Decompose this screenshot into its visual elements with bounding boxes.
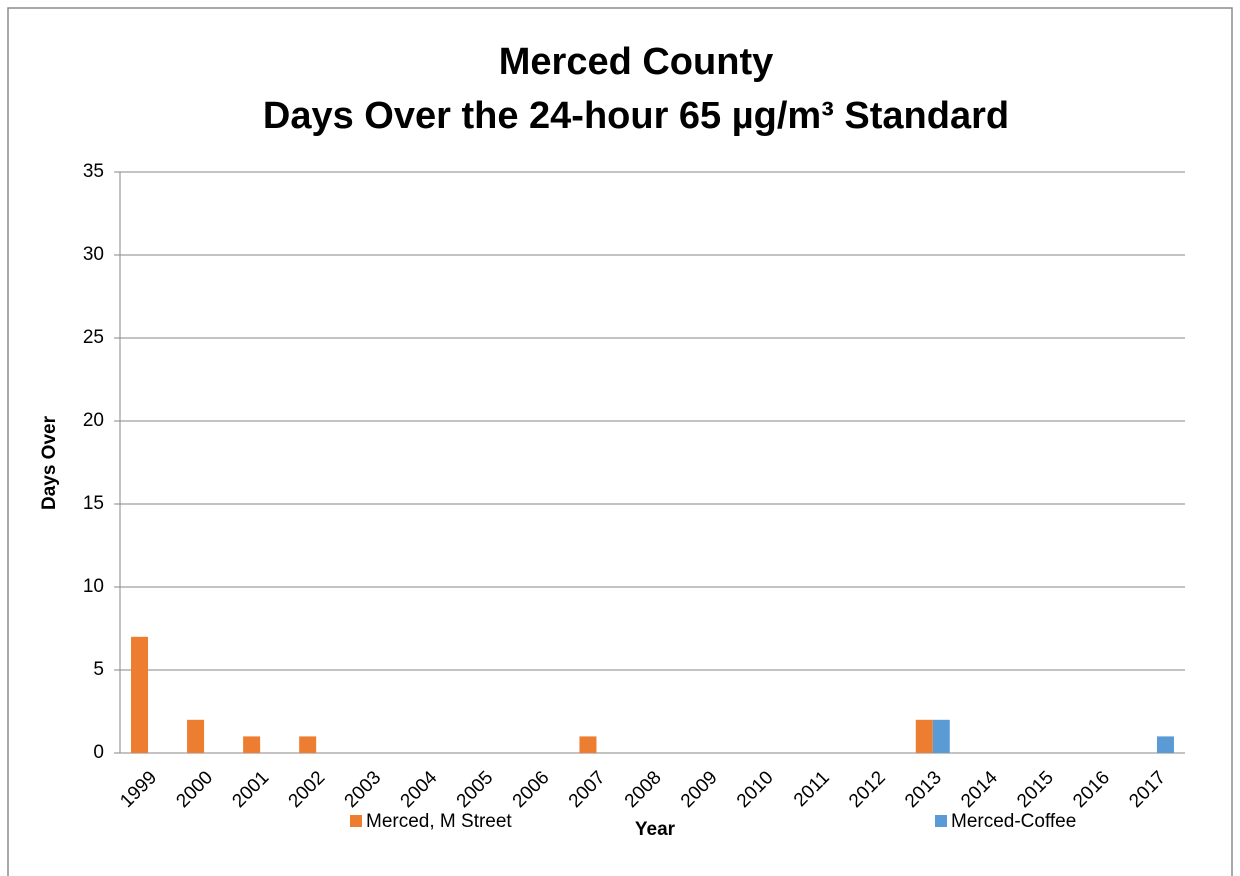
- legend-swatch: [935, 815, 947, 827]
- bar: [299, 736, 317, 753]
- x-tick-label: 2005: [453, 767, 498, 812]
- legend-swatch: [350, 815, 362, 827]
- x-tick-label: 2016: [1069, 767, 1114, 812]
- y-tick-label: 15: [83, 493, 104, 514]
- bar: [187, 719, 205, 753]
- x-tick-label: 2002: [285, 767, 330, 812]
- x-tick-label: 2007: [565, 767, 610, 812]
- bar: [131, 636, 149, 753]
- bar: [579, 736, 597, 753]
- x-tick-label: 2000: [172, 767, 217, 812]
- bar: [932, 719, 950, 753]
- x-tick-label: 2015: [1013, 767, 1058, 812]
- y-tick-label: 0: [93, 742, 104, 763]
- x-tick-label: 2006: [509, 767, 554, 812]
- x-tick-label: 2010: [733, 767, 778, 812]
- y-tick-label: 25: [83, 327, 104, 348]
- bar: [1156, 736, 1174, 753]
- x-tick-label: 2011: [790, 767, 834, 811]
- y-tick-label: 5: [93, 659, 104, 680]
- bar: [915, 719, 933, 753]
- chart-subtitle: Days Over the 24-hour 65 µg/m³ Standard: [263, 95, 1009, 137]
- x-tick-label: 1999: [116, 767, 161, 812]
- x-tick-label: 2008: [621, 767, 666, 812]
- x-tick-label: 2013: [901, 767, 946, 812]
- x-tick-label: 2012: [845, 767, 890, 812]
- chart-title: Merced County: [499, 41, 773, 83]
- legend-label: Merced, M Street: [366, 811, 512, 832]
- x-tick-label: 2003: [341, 767, 386, 812]
- x-tick-label: 2009: [677, 767, 722, 812]
- x-tick-label: 2004: [397, 767, 442, 812]
- bar: [243, 736, 261, 753]
- legend-label: Merced-Coffee: [951, 811, 1076, 832]
- x-tick-label: 2001: [228, 767, 273, 812]
- y-axis-label: Days Over: [39, 415, 60, 510]
- chart-frame: [7, 7, 1233, 876]
- x-tick-label: 2017: [1125, 767, 1170, 812]
- y-tick-label: 30: [83, 244, 104, 265]
- y-tick-label: 20: [83, 410, 104, 431]
- x-tick-label: 2014: [957, 767, 1002, 812]
- x-axis-label: Year: [635, 819, 676, 840]
- y-tick-label: 10: [83, 576, 104, 597]
- y-tick-label: 35: [83, 161, 104, 182]
